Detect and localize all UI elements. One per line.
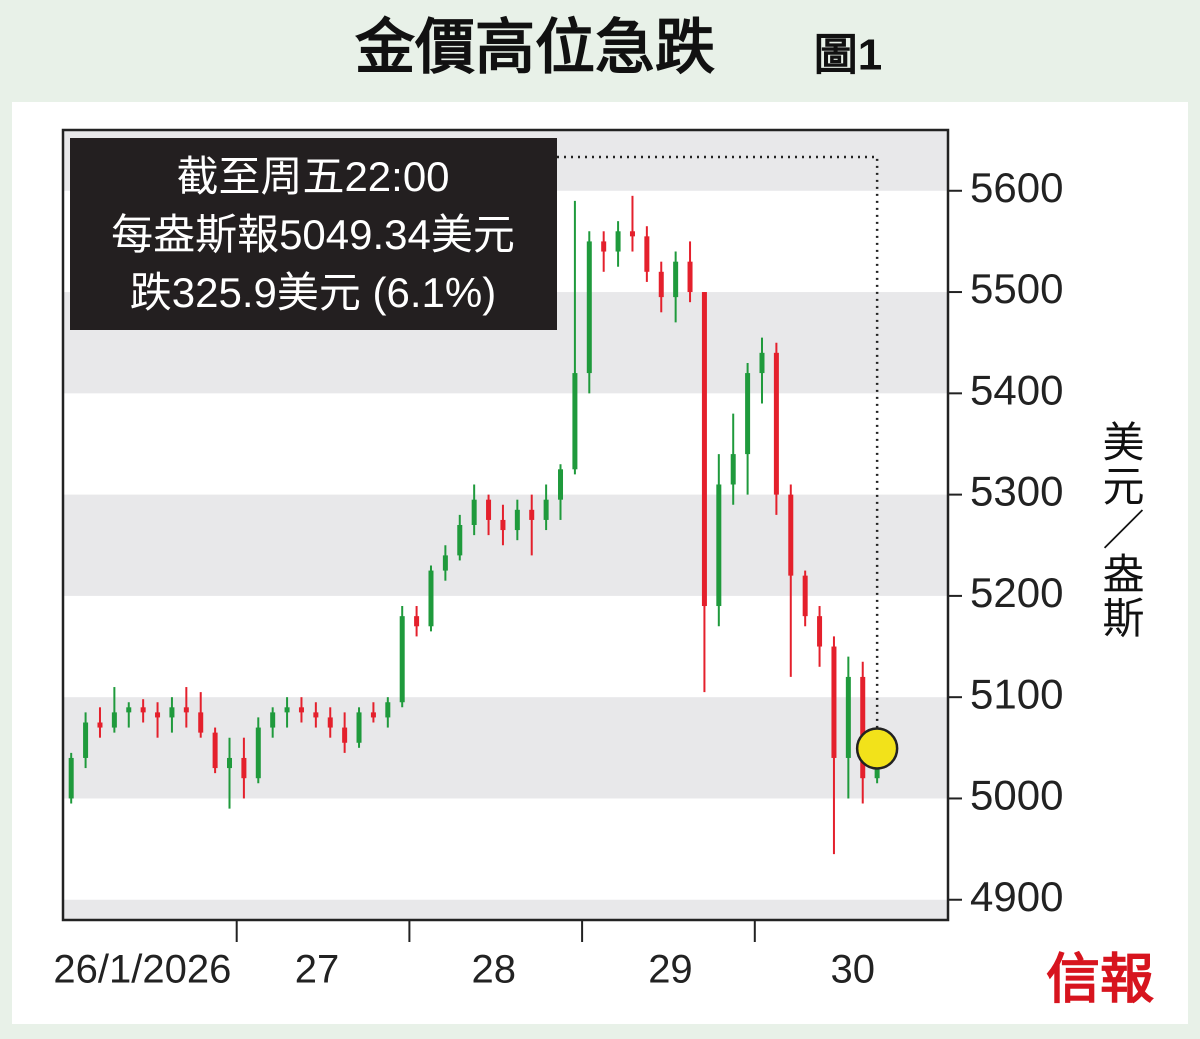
candle-body: [802, 575, 808, 617]
candle-body: [629, 231, 635, 237]
y-tick-label: 5000: [970, 772, 1063, 819]
candle-body: [586, 241, 592, 374]
annotation-text: 截至周五22:00: [176, 153, 449, 200]
candle-body: [558, 469, 564, 500]
candle-body: [227, 757, 233, 769]
candle-body: [399, 616, 405, 703]
x-tick-label: 28: [472, 948, 517, 992]
annotation-box: [70, 138, 557, 330]
x-tick-label: 27: [295, 948, 340, 992]
x-tick-label: 26/1/2026: [53, 948, 231, 992]
grid-band: [64, 494, 948, 596]
last-price-marker: [855, 727, 899, 770]
plot-area: 4900 5000 5100 5200 5300 5400 5500 5600 26/1/202…: [53, 128, 1063, 992]
y-tick-label: 5600: [970, 164, 1063, 211]
candle-body: [486, 499, 492, 520]
candle-body: [284, 707, 290, 713]
plot-frame: [61, 128, 950, 922]
grid-band: [64, 697, 948, 799]
candle-body: [111, 712, 117, 728]
candle-body: [255, 727, 261, 779]
x-tick-label: 30: [831, 948, 876, 992]
candle-body: [817, 616, 823, 647]
grid-band: [64, 899, 948, 920]
candle-body: [673, 261, 679, 298]
candle-body: [572, 373, 578, 470]
y-tick-label: 5400: [970, 366, 1063, 413]
candle-body: [514, 509, 520, 531]
candle-body: [788, 494, 794, 576]
candle-body: [471, 499, 477, 525]
chart-title: 金價高位急跌: [355, 14, 715, 81]
candle-body: [183, 707, 189, 713]
candle-body: [716, 484, 722, 607]
candle-body: [198, 712, 204, 733]
candle-body: [169, 707, 175, 718]
annotation-text: 每盎斯報5049.34美元: [111, 211, 515, 258]
candle-body: [529, 509, 535, 520]
candle-body: [298, 707, 304, 713]
candle-body: [313, 712, 319, 718]
annotation-text: 跌325.9美元 (6.1%): [130, 269, 496, 316]
candle-body: [212, 732, 218, 769]
candle-body: [356, 712, 362, 743]
candle-body: [701, 292, 707, 607]
candle-body: [658, 271, 664, 298]
candle-body: [500, 519, 506, 531]
candle-body: [457, 525, 463, 556]
candle-body: [759, 352, 765, 374]
candle-body: [860, 676, 866, 779]
candle-body: [342, 727, 348, 743]
figure-label: 圖1: [814, 31, 882, 80]
candle-body: [140, 707, 146, 713]
candle-body: [644, 236, 650, 272]
candle-body: [543, 499, 549, 520]
candle-body: [615, 231, 621, 252]
candle-body: [831, 646, 837, 758]
candle-body: [687, 261, 693, 293]
candle-body: [270, 712, 276, 728]
candle-body: [845, 676, 851, 758]
y-tick-label: 5500: [970, 265, 1063, 312]
candle-body: [68, 757, 74, 799]
candle-body: [97, 722, 103, 728]
candle-body: [126, 707, 132, 713]
y-tick-label: 5100: [970, 670, 1063, 717]
candle-body: [83, 722, 89, 758]
source-logo: 信報: [1046, 949, 1154, 1009]
pointer-line: [557, 155, 879, 729]
candle-body: [745, 373, 751, 455]
candle-body: [428, 570, 434, 627]
y-tick-label: 5200: [970, 569, 1063, 616]
y-axis-label: 美元／盎斯: [1097, 420, 1144, 640]
y-tick-label: 4900: [970, 873, 1063, 920]
candle-body: [385, 702, 391, 718]
candle-body: [155, 712, 161, 718]
candle-body: [773, 352, 779, 495]
candle-body: [370, 712, 376, 718]
candle-body: [414, 616, 420, 627]
candle-body: [241, 757, 247, 779]
y-tick-label: 5300: [970, 468, 1063, 515]
candle-body: [327, 717, 333, 728]
x-tick-label: 29: [648, 948, 693, 992]
candle-body: [601, 241, 607, 252]
candle-body: [442, 555, 448, 571]
candle-body: [730, 454, 736, 485]
